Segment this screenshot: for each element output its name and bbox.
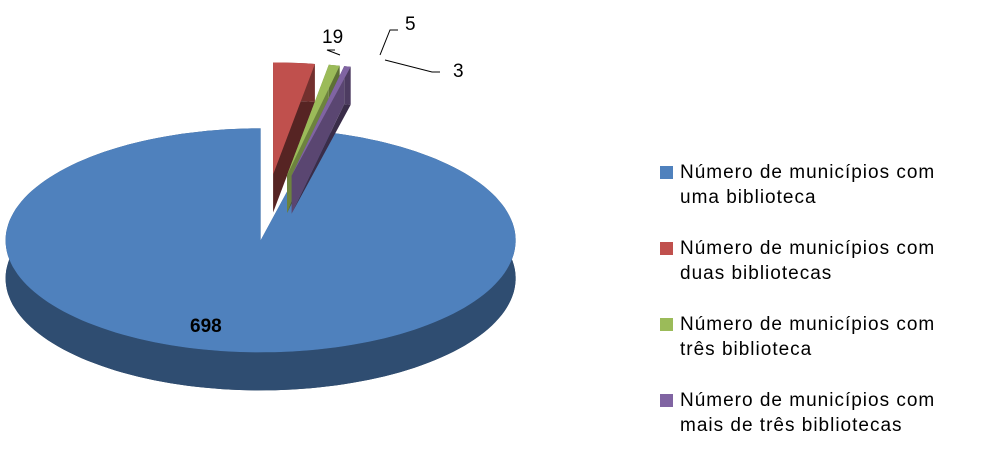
legend-label: Número de municípios com uma biblioteca (680, 162, 936, 208)
legend-swatch (660, 166, 673, 179)
legend-item: Número de municípios com três biblioteca (660, 312, 990, 378)
legend-swatch (660, 242, 673, 255)
page: 698 19 5 3 Número de municípios com uma bib… (5, 14, 935, 436)
legend-label: Número de municípios com três biblioteca (680, 314, 936, 360)
data-label: 3 (453, 61, 464, 82)
leader-line (379, 29, 398, 56)
data-label: 5 (405, 14, 416, 35)
legend-swatch (660, 394, 673, 407)
slice (5, 128, 516, 353)
data-label: 698 (190, 316, 222, 337)
leader-line (384, 59, 440, 73)
data-label: 19 (322, 27, 343, 48)
legend-item: Número de municípios com duas biblioteca… (660, 236, 990, 302)
legend-item: Número de municípios com mais de três bi… (660, 388, 990, 454)
slice (287, 64, 340, 176)
legend: Número de municípios com uma biblioteca N… (660, 160, 990, 464)
legend-label: Número de municípios com mais de três bi… (680, 390, 936, 436)
chart: 698 19 5 3 (5, 14, 516, 391)
slice-bottom (291, 104, 351, 214)
legend-swatch (660, 318, 673, 331)
leader-line (326, 49, 341, 56)
legend-label: Número de municípios com duas biblioteca… (680, 238, 936, 284)
legend-item: Número de municípios com uma biblioteca (660, 160, 990, 226)
slice (273, 62, 315, 175)
slice (291, 66, 351, 176)
